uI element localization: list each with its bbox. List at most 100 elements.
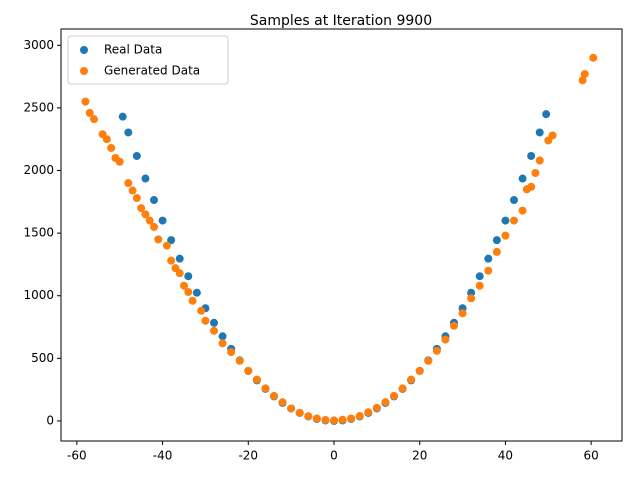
data-point bbox=[548, 131, 557, 140]
data-point bbox=[278, 398, 287, 407]
data-point bbox=[287, 404, 296, 413]
data-point bbox=[589, 53, 598, 62]
data-point bbox=[132, 151, 141, 160]
data-point bbox=[355, 411, 364, 420]
data-point bbox=[510, 196, 518, 205]
data-point bbox=[184, 272, 193, 281]
data-point bbox=[167, 236, 176, 245]
chart-title: Samples at Iteration 9900 bbox=[250, 13, 432, 29]
y-tick-label: 500 bbox=[31, 351, 54, 365]
data-point bbox=[201, 316, 210, 325]
data-point bbox=[338, 415, 347, 424]
data-point bbox=[475, 281, 484, 290]
data-point bbox=[124, 179, 133, 188]
y-tick-label: 1000 bbox=[23, 288, 54, 302]
data-point bbox=[347, 414, 356, 423]
data-point bbox=[244, 366, 253, 375]
data-point bbox=[542, 110, 551, 119]
data-point bbox=[578, 76, 587, 85]
data-point bbox=[407, 375, 416, 384]
data-point bbox=[175, 269, 184, 278]
data-point bbox=[441, 335, 450, 344]
data-point bbox=[295, 408, 304, 417]
legend-box bbox=[67, 35, 229, 85]
data-point bbox=[304, 412, 313, 421]
data-point bbox=[458, 309, 467, 318]
plot-frame bbox=[60, 28, 623, 442]
data-point bbox=[81, 97, 90, 106]
y-tick-label: 3000 bbox=[23, 38, 54, 52]
data-point bbox=[450, 321, 458, 330]
data-point bbox=[210, 318, 218, 327]
data-point bbox=[484, 266, 493, 275]
y-tick-label: 0 bbox=[46, 413, 54, 427]
data-point bbox=[115, 157, 124, 166]
data-point bbox=[184, 287, 193, 296]
data-point bbox=[518, 174, 527, 183]
data-point bbox=[162, 241, 171, 250]
data-point bbox=[531, 169, 540, 178]
y-tick-label: 2000 bbox=[23, 163, 54, 177]
x-tick-label: 0 bbox=[330, 449, 338, 463]
data-point bbox=[145, 216, 154, 225]
data-point bbox=[580, 70, 589, 79]
data-point bbox=[141, 174, 150, 183]
data-point bbox=[475, 272, 484, 281]
data-point bbox=[118, 112, 127, 121]
data-point bbox=[227, 348, 236, 357]
data-point bbox=[102, 135, 111, 144]
data-point bbox=[158, 216, 167, 225]
data-point bbox=[252, 375, 261, 384]
legend-label: Real Data bbox=[104, 43, 162, 57]
data-point bbox=[270, 391, 278, 400]
data-point bbox=[150, 222, 158, 231]
data-point bbox=[261, 384, 270, 393]
data-point bbox=[492, 247, 501, 256]
legend-marker bbox=[80, 67, 88, 75]
data-point bbox=[510, 216, 518, 225]
data-point bbox=[197, 306, 206, 315]
data-point bbox=[467, 288, 476, 297]
data-point bbox=[518, 206, 527, 215]
x-tick-label: -40 bbox=[153, 449, 173, 463]
data-point bbox=[321, 415, 330, 424]
data-point bbox=[107, 143, 116, 152]
data-point bbox=[218, 339, 227, 348]
data-point bbox=[372, 403, 381, 412]
data-point bbox=[535, 156, 544, 165]
data-point bbox=[150, 196, 158, 205]
data-point bbox=[398, 384, 407, 393]
data-point bbox=[175, 254, 184, 263]
x-tick-label: -20 bbox=[238, 449, 258, 463]
data-point bbox=[137, 204, 146, 213]
data-point bbox=[390, 391, 398, 400]
data-point bbox=[415, 366, 424, 375]
data-point bbox=[492, 236, 501, 245]
data-point bbox=[535, 128, 544, 137]
data-point bbox=[501, 231, 510, 240]
data-point bbox=[90, 115, 98, 124]
data-point bbox=[141, 210, 150, 219]
data-point bbox=[128, 186, 137, 195]
data-point bbox=[180, 281, 188, 290]
y-tick-label: 2500 bbox=[23, 100, 54, 114]
data-point bbox=[467, 294, 476, 303]
data-point bbox=[192, 288, 201, 297]
data-point bbox=[364, 408, 373, 417]
data-point bbox=[167, 256, 176, 265]
data-point bbox=[501, 216, 510, 225]
x-tick-label: 60 bbox=[584, 449, 599, 463]
data-point bbox=[312, 414, 321, 423]
x-tick-label: 20 bbox=[412, 449, 427, 463]
legend-label: Generated Data bbox=[104, 64, 200, 78]
data-point bbox=[527, 151, 536, 160]
data-point bbox=[484, 254, 493, 263]
data-point bbox=[527, 182, 536, 191]
data-point bbox=[235, 356, 244, 365]
legend-marker bbox=[80, 46, 88, 54]
data-point bbox=[210, 326, 218, 335]
data-point bbox=[85, 108, 94, 117]
x-tick-label: 40 bbox=[498, 449, 513, 463]
x-tick-label: -60 bbox=[67, 449, 87, 463]
